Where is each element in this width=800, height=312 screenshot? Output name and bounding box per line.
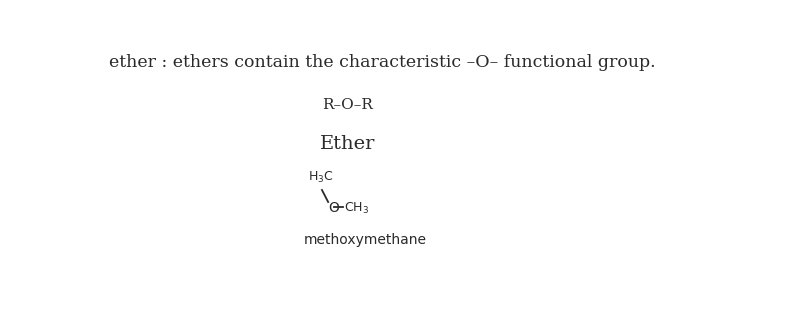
Text: Ether: Ether — [320, 135, 376, 153]
Text: O: O — [328, 201, 339, 215]
Text: H$_3$C: H$_3$C — [308, 170, 334, 185]
Text: methoxymethane: methoxymethane — [303, 233, 426, 247]
Text: CH$_3$: CH$_3$ — [344, 201, 369, 216]
Text: R–O–R: R–O–R — [322, 98, 374, 112]
Text: ether : ethers contain the characteristic –O– functional group.: ether : ethers contain the characteristi… — [110, 54, 656, 71]
